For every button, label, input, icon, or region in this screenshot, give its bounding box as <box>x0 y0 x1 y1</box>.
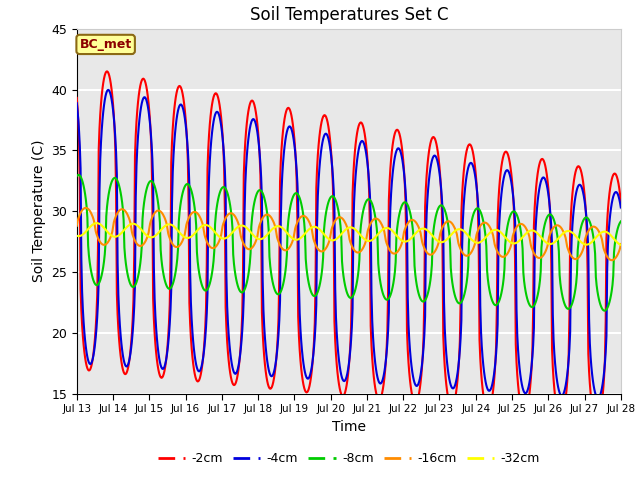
X-axis label: Time: Time <box>332 420 366 433</box>
Legend: -2cm, -4cm, -8cm, -16cm, -32cm: -2cm, -4cm, -8cm, -16cm, -32cm <box>153 447 545 470</box>
Text: BC_met: BC_met <box>79 38 132 51</box>
Title: Soil Temperatures Set C: Soil Temperatures Set C <box>250 6 448 24</box>
Y-axis label: Soil Temperature (C): Soil Temperature (C) <box>31 140 45 282</box>
